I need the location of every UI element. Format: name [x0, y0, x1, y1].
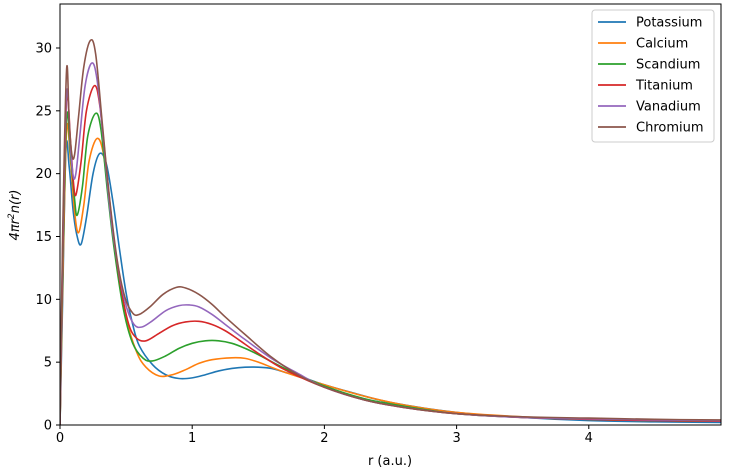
x-tick-label: 1 — [188, 431, 196, 446]
y-axis-label-superscript: 2 — [7, 213, 17, 219]
x-tick-label: 3 — [452, 431, 460, 446]
y-axis-label: 4πr2n(r) — [7, 190, 23, 241]
x-axis-label: r (a.u.) — [368, 454, 412, 469]
y-tick-label: 30 — [35, 41, 52, 56]
y-axis-label-tail: n(r) — [8, 190, 23, 214]
y-tick-label: 20 — [35, 167, 52, 182]
series-line-chromium — [60, 38, 721, 425]
series-line-calcium — [60, 122, 721, 425]
y-tick-label: 25 — [35, 104, 52, 119]
legend: Potassium Calcium Scandium Titanium Vanadium… — [591, 9, 715, 143]
y-tick-label: 5 — [44, 356, 52, 371]
legend-label-potassium: Potassium — [636, 16, 702, 31]
plot-lines — [60, 38, 721, 425]
plot-frame — [59, 3, 722, 426]
y-tick-label: 10 — [35, 293, 52, 308]
axes-frame — [59, 3, 722, 426]
legend-label-chromium: Chromium — [636, 121, 704, 136]
x-tick-label: 2 — [320, 431, 328, 446]
x-ticks: 0 1 2 3 4 — [56, 425, 593, 446]
y-tick-label: 15 — [35, 230, 52, 245]
legend-label-vanadium: Vanadium — [636, 100, 701, 115]
y-tick-label: 0 — [44, 419, 52, 434]
x-tick-label: 0 — [56, 431, 64, 446]
series-line-scandium — [60, 111, 721, 425]
legend-label-scandium: Scandium — [636, 58, 700, 73]
y-axis-label-main: 4πr — [8, 217, 23, 240]
legend-label-titanium: Titanium — [635, 79, 693, 94]
legend-label-calcium: Calcium — [636, 37, 688, 52]
x-tick-label: 4 — [585, 431, 593, 446]
y-ticks: 0 5 10 15 20 25 30 — [35, 41, 60, 434]
